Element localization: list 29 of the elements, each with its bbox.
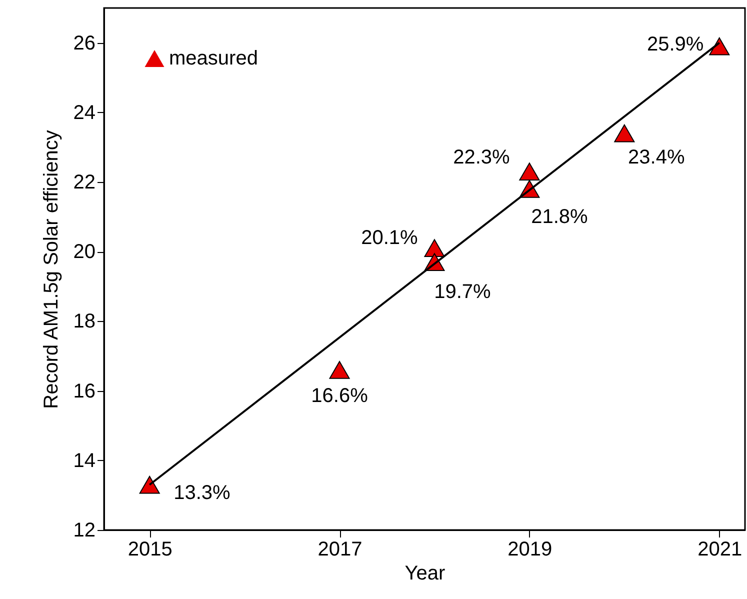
data-label: 21.8% [531, 206, 588, 228]
x-tick-label: 2015 [128, 538, 172, 560]
point [424, 239, 445, 258]
data-label: 23.4% [628, 146, 685, 168]
y-tick-label: 20 [73, 241, 96, 264]
data-label: 20.1% [361, 227, 418, 250]
y-axis-title: Record AM1.5g Solar efficiency [40, 130, 62, 409]
point [139, 476, 160, 494]
y-tick-label: 12 [73, 520, 96, 542]
y-tick-label: 18 [73, 310, 96, 333]
point [614, 124, 635, 142]
point [329, 360, 350, 379]
data-label: 22.3% [453, 146, 510, 169]
x-tick-label: 2019 [508, 538, 552, 560]
y-tick-label: 26 [73, 32, 96, 54]
data-label: 13.3% [174, 482, 231, 504]
legend-label: measured [169, 48, 258, 70]
x-tick-label: 2017 [318, 538, 362, 560]
point [519, 162, 540, 180]
y-tick-label: 24 [73, 102, 96, 124]
y-tick-label: 14 [73, 450, 96, 472]
data-label: 19.7% [434, 281, 492, 304]
y-tick-label: 16 [73, 380, 96, 402]
y-tick-label: 22 [73, 172, 96, 194]
x-axis-title: Year [404, 562, 446, 584]
data-label: 16.6% [311, 384, 368, 407]
x-tick-label: 2021 [698, 538, 742, 560]
data-label: 25.9% [647, 33, 704, 56]
point [709, 37, 730, 56]
